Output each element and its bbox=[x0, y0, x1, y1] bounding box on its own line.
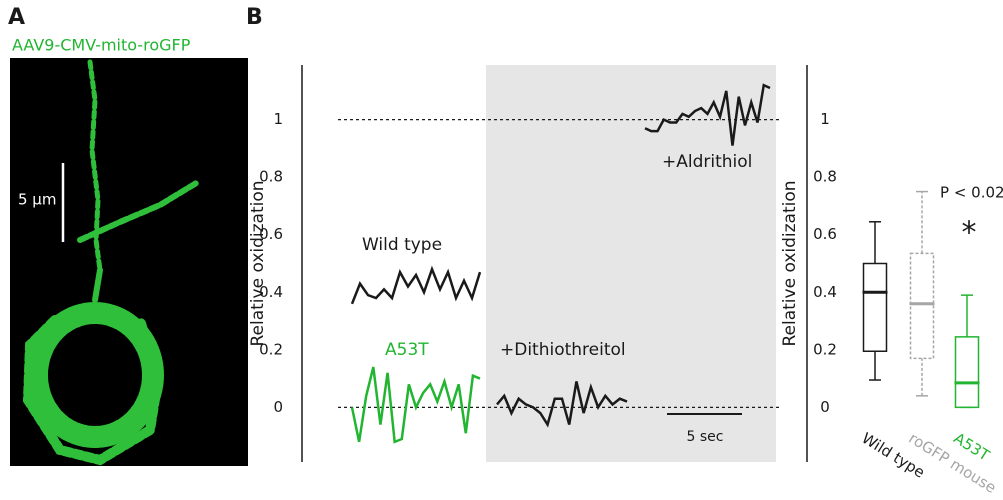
y-tick-label: 0 bbox=[273, 398, 283, 416]
trace bbox=[352, 269, 480, 304]
box bbox=[956, 337, 979, 407]
panel-label: B bbox=[246, 5, 263, 30]
y-tick-label: 1 bbox=[273, 110, 283, 128]
trace-label: +Aldrithiol bbox=[662, 152, 752, 172]
y-tick-label: 0.6 bbox=[813, 225, 837, 243]
annotation: * bbox=[962, 216, 977, 251]
y-tick-label: 0 bbox=[820, 398, 830, 416]
box bbox=[911, 253, 934, 358]
image-title: AAV9-CMV-mito-roGFP bbox=[12, 36, 191, 55]
trace bbox=[352, 367, 480, 442]
scale-bar-label: 5 µm bbox=[18, 191, 56, 209]
trace-label: A53T bbox=[385, 340, 429, 360]
y-tick-label: 0.8 bbox=[813, 168, 837, 186]
panel-label: A bbox=[8, 5, 25, 30]
y-axis-label: Relative oxidization bbox=[780, 180, 800, 346]
y-axis-label: Relative oxidization bbox=[248, 180, 268, 346]
time-scale-label: 5 sec bbox=[687, 429, 724, 445]
trace-label: +Dithiothreitol bbox=[500, 340, 626, 360]
y-tick-label: 0.4 bbox=[813, 283, 837, 301]
figure: A B AAV9-CMV-mito-roGFP 5 µm 0 0.2 0.4 0.6 0… bbox=[0, 0, 1003, 496]
y-tick-label: 0.2 bbox=[813, 340, 837, 358]
trace-label: Wild type bbox=[362, 235, 442, 255]
y-tick-label: 1 bbox=[820, 110, 830, 128]
treatment-region bbox=[486, 65, 776, 462]
micrograph: 5 µm bbox=[10, 58, 248, 466]
box bbox=[864, 264, 887, 352]
annotation: P < 0.02 bbox=[940, 184, 1003, 202]
